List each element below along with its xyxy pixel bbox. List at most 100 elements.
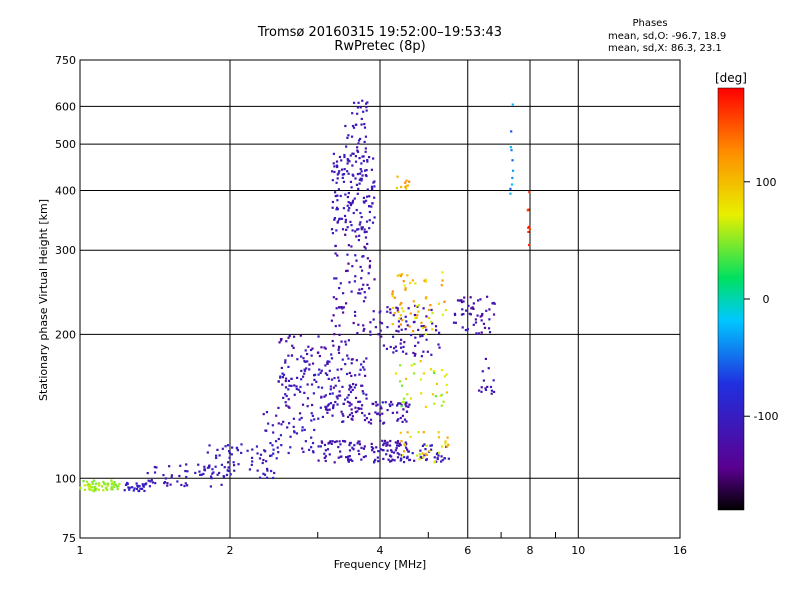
data-point — [344, 193, 347, 196]
data-point — [324, 459, 327, 463]
data-point — [397, 402, 400, 405]
data-point — [354, 177, 357, 180]
data-point — [110, 479, 113, 482]
data-point — [91, 486, 94, 489]
data-point — [285, 394, 288, 398]
data-point — [405, 401, 408, 404]
data-point — [444, 440, 447, 443]
data-point — [396, 175, 399, 178]
data-point — [355, 359, 358, 362]
data-point — [376, 456, 379, 459]
data-point — [206, 451, 209, 454]
data-point — [470, 307, 473, 310]
data-point — [318, 354, 321, 358]
data-point — [110, 482, 113, 485]
data-point — [391, 458, 394, 461]
data-point — [296, 358, 299, 361]
data-point — [396, 404, 399, 407]
x-tick-label: 6 — [464, 544, 471, 557]
data-point — [317, 386, 320, 389]
data-point — [483, 326, 487, 329]
data-point — [94, 489, 97, 492]
data-point — [369, 333, 372, 336]
data-point — [404, 441, 407, 444]
data-point — [372, 310, 375, 313]
data-point — [324, 408, 328, 411]
data-point — [186, 484, 189, 487]
data-point — [336, 254, 339, 257]
data-point — [510, 130, 513, 133]
data-point — [235, 446, 238, 449]
data-point — [398, 380, 402, 383]
data-point — [303, 428, 306, 431]
data-point — [422, 431, 425, 434]
data-point — [288, 422, 291, 425]
data-point — [180, 483, 183, 487]
data-point — [143, 489, 146, 493]
data-point — [111, 488, 114, 491]
data-point — [359, 211, 362, 215]
data-point — [272, 431, 275, 434]
data-point — [136, 484, 139, 487]
data-point — [102, 480, 105, 484]
data-point — [349, 180, 353, 184]
data-point — [186, 470, 189, 473]
data-point — [333, 461, 336, 464]
data-point — [511, 159, 514, 162]
data-point — [117, 485, 120, 488]
data-point — [363, 122, 366, 126]
data-point — [335, 206, 339, 209]
data-point — [116, 485, 119, 488]
data-point — [170, 476, 173, 479]
data-point — [423, 443, 426, 446]
data-point — [371, 202, 374, 205]
data-point — [331, 339, 334, 343]
data-point — [333, 440, 337, 444]
data-point — [93, 487, 97, 490]
data-point — [400, 405, 403, 408]
data-point — [287, 365, 290, 369]
data-point — [386, 408, 389, 412]
data-point — [97, 488, 101, 491]
data-point — [185, 475, 188, 479]
data-point — [372, 157, 375, 160]
data-point — [374, 401, 378, 404]
data-point — [348, 206, 351, 210]
data-point — [198, 470, 201, 473]
data-point — [406, 324, 409, 327]
data-point — [287, 451, 290, 455]
data-point — [82, 480, 85, 483]
data-point — [443, 457, 446, 460]
grid-lines — [80, 60, 680, 538]
data-point — [227, 469, 230, 473]
data-point — [332, 162, 335, 165]
data-point — [338, 306, 341, 309]
chart-title: Tromsø 20160315 19:52:00–19:53:43 — [257, 25, 503, 40]
data-point — [398, 317, 401, 320]
data-point — [358, 452, 361, 456]
data-point — [356, 410, 359, 413]
data-point — [379, 310, 382, 313]
data-point — [272, 452, 275, 455]
data-point — [256, 452, 259, 455]
data-point — [413, 354, 416, 357]
data-point — [394, 449, 397, 452]
data-point — [389, 454, 392, 457]
data-point — [351, 265, 354, 268]
data-point — [338, 394, 342, 397]
data-point — [218, 471, 221, 475]
data-point — [333, 277, 336, 280]
data-point — [397, 418, 400, 421]
data-point — [331, 406, 335, 410]
data-point — [288, 406, 291, 409]
data-point — [477, 299, 480, 302]
data-point — [418, 458, 421, 461]
data-point — [346, 415, 350, 418]
data-point — [394, 345, 397, 348]
data-point — [399, 443, 402, 447]
data-point — [430, 353, 433, 356]
data-point — [390, 459, 393, 463]
data-point — [456, 299, 460, 302]
data-point — [361, 226, 364, 229]
data-point — [336, 173, 339, 176]
